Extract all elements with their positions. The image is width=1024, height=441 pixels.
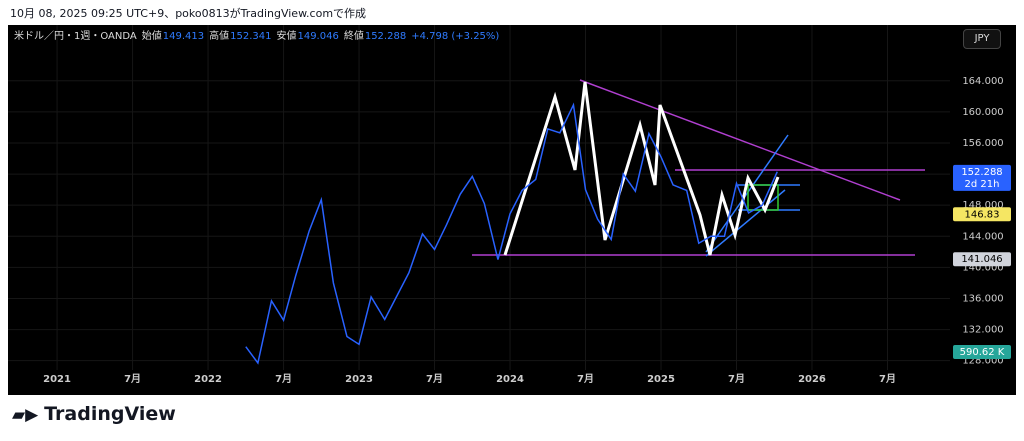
y-tick-label: 140.000 <box>962 262 1003 273</box>
x-tick-label: 2023 <box>345 374 373 385</box>
brand-text: TradingView <box>44 403 176 425</box>
plot <box>245 79 925 365</box>
x-tick-label: 7月 <box>879 373 896 385</box>
x-tick-label: 7月 <box>275 373 292 385</box>
x-tick-label: 2026 <box>798 374 826 385</box>
x-tick-label: 2025 <box>647 374 675 385</box>
brand-icon: ▰▶ <box>12 405 39 425</box>
legend-item: 149.413 <box>163 31 204 42</box>
y-tick-label: 136.000 <box>962 293 1003 304</box>
x-tick-label: 7月 <box>728 373 745 385</box>
price-badge-label: 141.046 <box>961 254 1002 265</box>
header: 10月 08, 2025 09:25 UTC+9、poko0813がTradin… <box>10 7 367 20</box>
y-tick-label: 132.000 <box>962 325 1003 336</box>
y-tick-label: 156.000 <box>962 138 1003 149</box>
price-badge-label: 146.83 <box>965 209 1000 220</box>
legend: 米ドル／円・1週・OANDA 始値149.413 高値152.341 安値149.04… <box>14 29 499 42</box>
box <box>747 184 779 211</box>
price-badge <box>953 164 1011 191</box>
x-tick-label: 2021 <box>43 374 71 385</box>
legend-item: 米ドル／円・1週・OANDA <box>14 29 137 42</box>
price-line <box>245 102 778 365</box>
legend-item: 安値 <box>276 29 296 42</box>
channel-line <box>705 189 786 257</box>
volume-badge <box>953 345 1011 359</box>
channel-line <box>705 134 789 253</box>
legend-item: 終値 <box>344 29 364 42</box>
brand: ▰▶ TradingView <box>12 403 176 425</box>
legend-item: +4.798 (+3.25%) <box>411 31 499 42</box>
legend-item: 高値 <box>209 29 229 42</box>
price-badge-label: 152.288 <box>961 167 1002 178</box>
legend-item: 152.288 <box>365 31 406 42</box>
volume-label: 590.62 K <box>960 347 1005 358</box>
x-tick-label: 2022 <box>194 374 222 385</box>
legend-item: 149.046 <box>297 31 338 42</box>
price-badge <box>953 252 1011 267</box>
y-tick-label: 144.000 <box>962 231 1003 242</box>
y-tick-label: 148.000 <box>962 200 1003 211</box>
x-tick-label: 7月 <box>124 373 141 385</box>
y-tick-label: 160.000 <box>962 107 1003 118</box>
y-tick-label: 164.000 <box>962 76 1003 87</box>
x-tick-label: 7月 <box>426 373 443 385</box>
price-badge <box>953 207 1011 222</box>
trendline <box>579 79 901 201</box>
currency-button[interactable]: JPY <box>963 29 1001 49</box>
x-tick-label: 7月 <box>577 373 594 385</box>
y-tick-label: 128.000 <box>962 356 1003 367</box>
legend-item: 始値 <box>142 29 162 42</box>
x-tick-label: 2024 <box>496 374 524 385</box>
chart: 米ドル／円・1週・OANDA 始値149.413 高値152.341 安値149.04… <box>8 25 1016 395</box>
grid <box>8 25 950 370</box>
legend-item: 152.341 <box>230 31 271 42</box>
price-badge-sub: 2d 21h <box>965 179 1000 190</box>
